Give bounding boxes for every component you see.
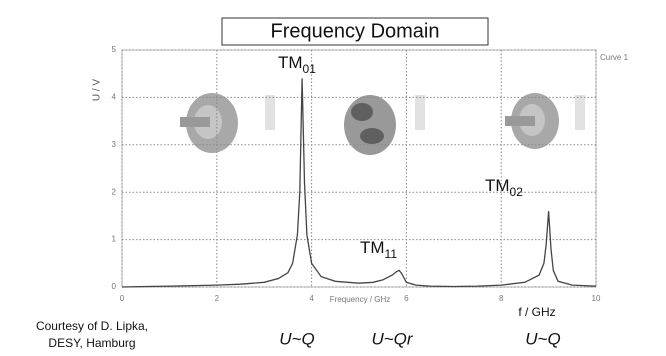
y-tick-label: 1 <box>112 235 117 244</box>
y-tick-label: 4 <box>112 93 117 102</box>
x-tick-label: 0 <box>120 294 125 303</box>
mode-index: 01 <box>303 62 317 76</box>
x-tick-label: 6 <box>404 294 409 303</box>
y-tick-label: 3 <box>112 140 117 149</box>
slide: Frequency Domain 0123450246810Frequency … <box>0 0 666 356</box>
y-tick-label: 0 <box>112 282 117 291</box>
mode-name: TM <box>278 53 303 72</box>
y-axis-label: U / V <box>92 79 103 102</box>
mode-index: 11 <box>385 247 398 261</box>
x-tick-label: 10 <box>592 294 601 303</box>
relation-label: U~Qr <box>371 329 413 348</box>
x-tick-label: 8 <box>499 294 504 303</box>
mode-index: 02 <box>510 185 524 199</box>
y-tick-label: 2 <box>112 187 117 196</box>
legend-label: Curve 1 <box>600 53 629 62</box>
relation-label: U~Q <box>525 329 560 348</box>
mode-name: TM <box>360 238 385 257</box>
x-tick-label: 4 <box>309 294 314 303</box>
relation-label: U~Q <box>279 329 314 348</box>
inset-images <box>153 92 592 162</box>
unit-label: f / GHz <box>518 305 555 319</box>
credit-line: DESY, Hamburg <box>48 336 135 350</box>
y-tick-label: 5 <box>112 45 117 54</box>
chart-title: Frequency Domain <box>271 20 440 42</box>
mode-name: TM <box>485 176 510 195</box>
x-axis-label: Frequency / GHz <box>330 295 390 304</box>
credit-line: Courtesy of D. Lipka, <box>36 319 148 333</box>
x-tick-label: 2 <box>215 294 220 303</box>
